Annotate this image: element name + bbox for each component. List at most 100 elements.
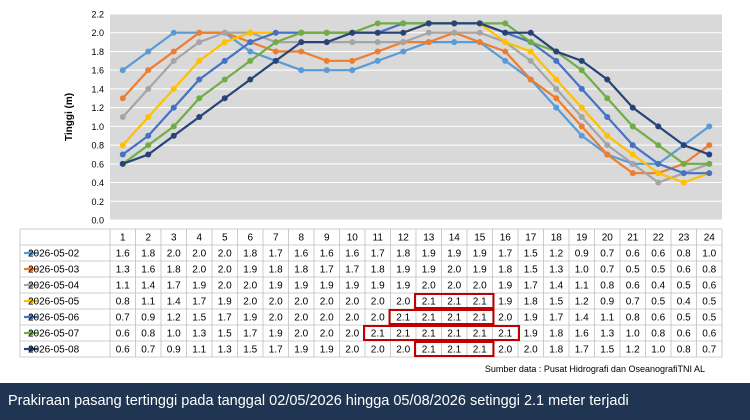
y-tick-label: 1.0 (91, 122, 104, 132)
data-label: 2.0 (396, 345, 410, 356)
data-label: 1.6 (141, 265, 155, 276)
x-tick-label: 13 (423, 233, 435, 244)
data-point (221, 57, 228, 64)
data-point (119, 160, 126, 167)
data-label: 1.8 (549, 329, 563, 340)
data-label: 2.0 (218, 281, 232, 292)
series-line (121, 31, 710, 175)
data-label: 1.2 (626, 345, 640, 356)
data-point (196, 39, 203, 46)
data-label: 1.8 (396, 249, 410, 260)
data-label: 1.7 (524, 281, 538, 292)
data-point (298, 29, 305, 36)
data-point (655, 170, 662, 177)
data-label: 1.7 (345, 265, 359, 276)
data-label: 1.5 (218, 329, 232, 340)
x-tick-label: 6 (247, 233, 253, 244)
data-label: 1.1 (575, 281, 589, 292)
data-point (578, 123, 585, 130)
y-tick-label: 1.2 (91, 103, 104, 113)
y-tick-label: 1.6 (91, 66, 104, 76)
data-label: 1.9 (192, 281, 206, 292)
data-point (145, 151, 152, 158)
data-point (119, 95, 126, 102)
data-label: 1.0 (626, 329, 640, 340)
data-label: 1.9 (498, 297, 512, 308)
data-label: 0.8 (141, 329, 155, 340)
data-label: 2.0 (320, 329, 334, 340)
data-label: 1.2 (549, 249, 563, 260)
data-label: 1.7 (575, 345, 589, 356)
data-point (706, 142, 713, 149)
series-line (122, 22, 710, 165)
data-point (119, 142, 126, 149)
data-point (553, 57, 560, 64)
data-point (502, 20, 509, 27)
series-line (121, 31, 710, 184)
x-tick-label: 11 (373, 233, 384, 244)
data-label: 0.9 (141, 313, 155, 324)
data-label: 2.0 (371, 345, 385, 356)
data-point (221, 95, 228, 102)
data-label: 2.0 (269, 313, 283, 324)
data-label: 1.4 (141, 281, 155, 292)
data-label: 2.0 (447, 265, 461, 276)
data-point (145, 142, 152, 149)
data-label: 1.3 (218, 345, 232, 356)
data-point (247, 39, 254, 46)
data-label: 1.5 (524, 265, 538, 276)
data-point (502, 57, 509, 64)
data-label: 1.7 (269, 249, 283, 260)
x-tick-label: 2 (145, 233, 151, 244)
data-label: 2.1 (422, 297, 436, 308)
data-label: 2.1 (422, 329, 436, 340)
data-label: 2.1 (473, 313, 487, 324)
data-point (680, 160, 687, 167)
x-tick-label: 17 (525, 233, 537, 244)
data-label: 2.0 (192, 265, 206, 276)
data-point (145, 132, 152, 139)
data-point (553, 104, 560, 111)
data-label: 0.8 (677, 345, 691, 356)
data-point (400, 20, 407, 27)
legend-series-name: 2026-05-02 (28, 249, 80, 260)
data-point (425, 29, 432, 36)
y-tick-label: 0.4 (91, 178, 104, 188)
data-label: 0.6 (677, 329, 691, 340)
legend-series-name: 2026-05-08 (28, 345, 80, 356)
data-label: 1.7 (549, 313, 563, 324)
data-point (323, 67, 330, 74)
data-label: 0.6 (677, 265, 691, 276)
data-point (680, 170, 687, 177)
data-label: 0.5 (651, 265, 665, 276)
data-label: 1.8 (371, 265, 385, 276)
data-point (196, 76, 203, 83)
data-point (170, 104, 177, 111)
data-label: 1.4 (549, 281, 563, 292)
x-tick-label: 23 (678, 233, 690, 244)
data-label: 2.0 (320, 297, 334, 308)
x-tick-label: 8 (298, 233, 304, 244)
data-point (425, 39, 432, 46)
data-point (221, 29, 228, 36)
data-point (502, 29, 509, 36)
data-point (196, 95, 203, 102)
data-label: 1.3 (116, 265, 130, 276)
x-tick-label: 1 (120, 233, 126, 244)
data-point (604, 142, 611, 149)
data-label: 2.0 (498, 313, 512, 324)
data-label: 0.6 (626, 281, 640, 292)
data-label: 0.7 (702, 345, 716, 356)
data-label: 2.0 (345, 345, 359, 356)
data-point (170, 132, 177, 139)
line-chart: 0.0 0.2 0.4 0.6 0.8 1.0 1.2 1.4 1.6 1.8 2.0 2.2 Ting… (19, 10, 723, 374)
data-point (272, 48, 279, 55)
data-label: 2.0 (345, 313, 359, 324)
x-tick-label: 15 (474, 233, 486, 244)
data-label: 2.0 (320, 313, 334, 324)
data-label: 0.8 (116, 297, 130, 308)
data-point (604, 95, 611, 102)
legend-series-name: 2026-05-05 (28, 297, 80, 308)
data-point (374, 20, 381, 27)
data-point (629, 151, 636, 158)
